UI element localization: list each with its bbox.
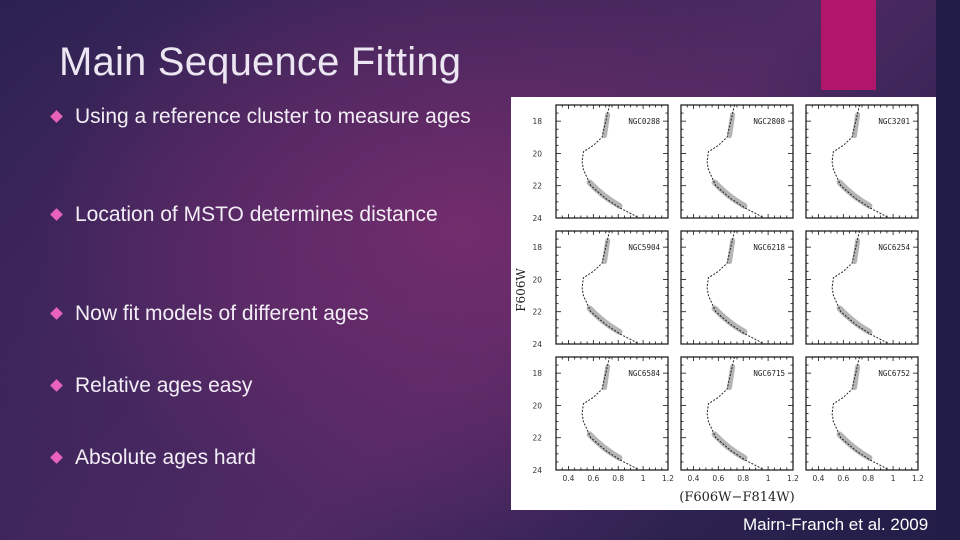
diamond-bullet-icon bbox=[50, 110, 63, 123]
cmd-panel: NGC6218 bbox=[680, 230, 794, 345]
svg-text:0.4: 0.4 bbox=[687, 474, 699, 483]
cluster-label: NGC6752 bbox=[878, 369, 910, 378]
svg-text:24: 24 bbox=[532, 466, 542, 475]
bullet-text: Absolute ages hard bbox=[75, 446, 256, 469]
slide-title: Main Sequence Fitting bbox=[59, 40, 462, 84]
accent-bar bbox=[821, 0, 876, 90]
diamond-bullet-icon bbox=[50, 307, 63, 320]
svg-text:0.4: 0.4 bbox=[562, 474, 574, 483]
cmd-panel: NGC3201 bbox=[805, 104, 919, 219]
cluster-label: NGC6218 bbox=[753, 243, 785, 252]
cmd-figure: NGC0288 18 20 22 24 NGC2808 NGC3201 NGC5904 18 20… bbox=[511, 97, 936, 510]
svg-text:1.2: 1.2 bbox=[912, 474, 924, 483]
bullet-text: Relative ages easy bbox=[75, 374, 253, 397]
svg-text:0.8: 0.8 bbox=[737, 474, 749, 483]
citation-caption: Mairn-Franch et al. 2009 bbox=[743, 515, 929, 534]
svg-text:18: 18 bbox=[532, 369, 542, 378]
svg-text:1.2: 1.2 bbox=[662, 474, 674, 483]
svg-text:18: 18 bbox=[532, 243, 542, 252]
svg-text:20: 20 bbox=[532, 401, 542, 410]
cluster-label: NGC6584 bbox=[628, 369, 660, 378]
svg-text:22: 22 bbox=[532, 182, 542, 191]
diamond-bullet-icon bbox=[50, 379, 63, 392]
cmd-panel: NGC5904 18 20 22 24 bbox=[532, 230, 669, 349]
bullet-text: Using a reference cluster to measure age… bbox=[75, 105, 471, 128]
cmd-panel: NGC0288 18 20 22 24 bbox=[532, 104, 669, 223]
svg-text:0.4: 0.4 bbox=[812, 474, 824, 483]
cmd-panel: NGC6752 0.4 0.6 0.8 1 1.2 bbox=[805, 356, 924, 483]
bullet-text: Now fit models of different ages bbox=[75, 302, 369, 325]
bullet-text: Location of MSTO determines distance bbox=[75, 203, 438, 226]
cluster-label: NGC6254 bbox=[878, 243, 910, 252]
x-axis-label: (F606W−F814W) bbox=[679, 490, 794, 505]
diamond-bullet-icon bbox=[50, 208, 63, 221]
svg-text:1: 1 bbox=[891, 474, 896, 483]
cluster-label: NGC2808 bbox=[753, 117, 785, 126]
svg-text:24: 24 bbox=[532, 214, 542, 223]
svg-text:0.6: 0.6 bbox=[712, 474, 724, 483]
bullet-item: Location of MSTO determines distance bbox=[50, 202, 485, 228]
cmd-grid-chart: NGC0288 18 20 22 24 NGC2808 NGC3201 NGC5904 18 20… bbox=[514, 104, 924, 505]
svg-text:22: 22 bbox=[532, 434, 542, 443]
svg-text:24: 24 bbox=[532, 340, 542, 349]
svg-text:22: 22 bbox=[532, 308, 542, 317]
bullet-item: Now fit models of different ages bbox=[50, 301, 485, 327]
svg-text:1.2: 1.2 bbox=[787, 474, 799, 483]
bullet-item: Relative ages easy bbox=[50, 373, 485, 399]
right-side-band bbox=[936, 0, 960, 540]
svg-text:20: 20 bbox=[532, 275, 542, 284]
svg-text:18: 18 bbox=[532, 117, 542, 126]
cluster-label: NGC3201 bbox=[878, 117, 910, 126]
cmd-panel: NGC6254 bbox=[805, 230, 919, 345]
svg-text:20: 20 bbox=[532, 149, 542, 158]
cmd-panel: NGC6715 0.4 0.6 0.8 1 1.2 bbox=[680, 356, 799, 483]
cmd-panel: NGC2808 bbox=[680, 104, 794, 219]
svg-text:0.8: 0.8 bbox=[612, 474, 624, 483]
cluster-label: NGC6715 bbox=[753, 369, 785, 378]
cluster-label: NGC0288 bbox=[628, 117, 660, 126]
svg-text:0.6: 0.6 bbox=[837, 474, 849, 483]
y-axis-label: F606W bbox=[514, 268, 528, 312]
diamond-bullet-icon bbox=[50, 451, 63, 464]
bullet-item: Absolute ages hard bbox=[50, 445, 485, 471]
svg-text:0.8: 0.8 bbox=[862, 474, 874, 483]
cluster-label: NGC5904 bbox=[628, 243, 660, 252]
svg-text:0.6: 0.6 bbox=[587, 474, 599, 483]
svg-text:1: 1 bbox=[766, 474, 771, 483]
cmd-panel: NGC6584 18 20 22 24 0.4 0.6 0.8 1 1.2 bbox=[532, 356, 674, 483]
bullet-item: Using a reference cluster to measure age… bbox=[50, 104, 485, 130]
svg-text:1: 1 bbox=[641, 474, 646, 483]
